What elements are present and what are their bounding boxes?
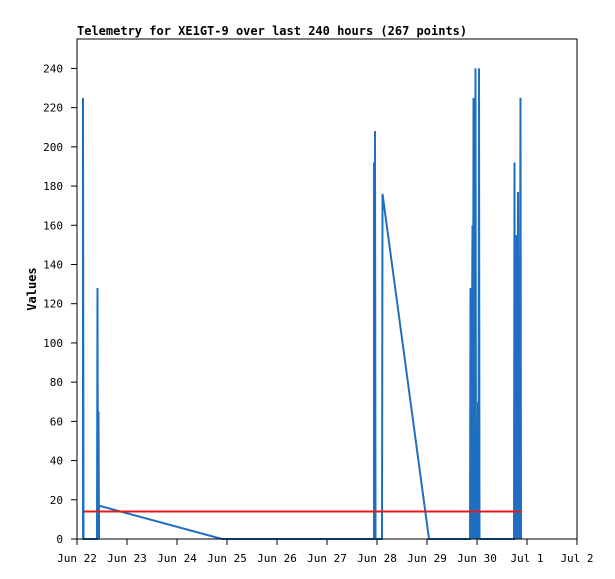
y-tick-label: 80 bbox=[50, 376, 63, 389]
data-series bbox=[82, 68, 522, 540]
x-tick-label: Jul 2 bbox=[560, 552, 593, 565]
x-tick-label: Jun 26 bbox=[257, 552, 297, 565]
y-tick-label: 240 bbox=[43, 62, 63, 75]
x-tick-label: Jul 1 bbox=[510, 552, 543, 565]
x-ticks: Jun 22 Jun 23 Jun 24 Jun 25 Jun 26 Jun 27 Jun … bbox=[57, 539, 594, 565]
x-tick-label: Jun 25 bbox=[207, 552, 247, 565]
y-axis-label: Values bbox=[25, 267, 39, 310]
y-tick-label: 140 bbox=[43, 258, 63, 271]
x-tick-label: Jun 30 bbox=[457, 552, 497, 565]
x-tick-label: Jun 27 bbox=[307, 552, 347, 565]
plot-area-frame bbox=[76, 38, 578, 540]
y-tick-label: 100 bbox=[43, 337, 63, 350]
x-tick-label: Jun 24 bbox=[157, 552, 197, 565]
y-tick-label: 160 bbox=[43, 219, 63, 232]
x-tick-label: Jun 23 bbox=[107, 552, 147, 565]
y-tick-label: 120 bbox=[43, 298, 63, 311]
y-tick-label: 60 bbox=[50, 415, 63, 428]
y-tick-label: 20 bbox=[50, 494, 63, 507]
x-tick-label: Jun 28 bbox=[357, 552, 397, 565]
y-tick-label: 180 bbox=[43, 180, 63, 193]
chart-title: Telemetry for XE1GT-9 over last 240 hour… bbox=[77, 24, 467, 38]
y-tick-label: 0 bbox=[56, 533, 63, 546]
y-tick-label: 40 bbox=[50, 455, 63, 468]
y-tick-label: 220 bbox=[43, 102, 63, 115]
y-ticks: 0 20 40 60 80 100 120 140 160 180 200 220 240 bbox=[43, 62, 77, 546]
x-tick-label: Jun 22 bbox=[57, 552, 97, 565]
x-tick-label: Jun 29 bbox=[407, 552, 447, 565]
y-tick-label: 200 bbox=[43, 141, 63, 154]
